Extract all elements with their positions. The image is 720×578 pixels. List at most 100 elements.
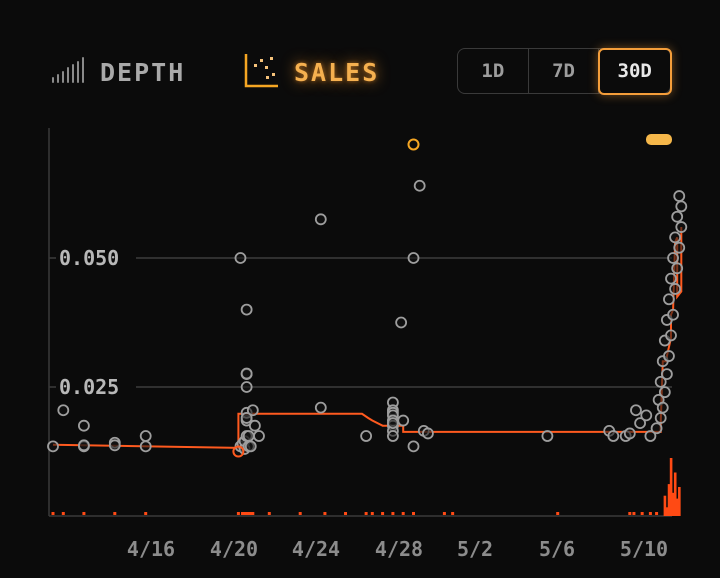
volume-tick	[451, 512, 455, 515]
tab-depth[interactable]: DEPTH	[50, 52, 185, 92]
sale-point[interactable]	[386, 430, 399, 442]
x-tick-label: 4/20	[210, 537, 258, 561]
sale-point[interactable]	[634, 417, 646, 430]
sale-point[interactable]	[139, 440, 152, 453]
volume-tick	[245, 512, 249, 515]
sale-point[interactable]	[244, 440, 257, 453]
sale-point[interactable]	[248, 419, 261, 432]
tab-depth-label: DEPTH	[100, 57, 186, 87]
volume-tick	[640, 512, 644, 515]
sale-point[interactable]	[673, 190, 686, 202]
volume-tick	[267, 512, 271, 515]
volume-tick	[113, 512, 117, 515]
volume-tick	[412, 512, 415, 515]
x-tick-label: 5/2	[457, 537, 493, 561]
sale-point[interactable]	[665, 329, 677, 342]
sale-point[interactable]	[675, 221, 688, 233]
floor-price-layer	[52, 227, 683, 449]
sale-point[interactable]	[108, 439, 121, 452]
sale-point[interactable]	[644, 430, 657, 442]
sale-point[interactable]	[57, 404, 70, 417]
volume-tick	[241, 512, 245, 515]
volume-tick	[144, 512, 148, 515]
sale-point[interactable]	[630, 404, 642, 417]
sale-point[interactable]	[240, 381, 253, 393]
sale-point[interactable]	[669, 283, 682, 295]
volume-tick	[381, 512, 385, 515]
sale-point[interactable]	[671, 210, 684, 223]
sale-point[interactable]	[650, 422, 663, 435]
sale-point[interactable]	[541, 430, 554, 442]
floor-price-line	[52, 227, 683, 449]
tab-sales-label: SALES	[294, 57, 380, 87]
volume-bar	[673, 472, 677, 516]
sale-point[interactable]	[246, 404, 259, 417]
sale-point[interactable]	[669, 231, 682, 244]
sale-point[interactable]	[253, 430, 265, 442]
sale-point[interactable]	[607, 430, 620, 442]
x-tick-label: 5/10	[620, 537, 668, 561]
volume-bar	[678, 487, 681, 516]
sale-point[interactable]	[654, 412, 667, 424]
volume-tick	[628, 512, 632, 515]
x-tick-label: 5/6	[539, 537, 575, 561]
volume-tick	[251, 512, 255, 515]
sale-point[interactable]	[623, 427, 636, 440]
sale-point[interactable]	[47, 440, 59, 453]
sale-point[interactable]	[667, 252, 679, 264]
sale-point[interactable]	[78, 439, 90, 452]
sale-point[interactable]	[640, 409, 653, 422]
sale-point-highlight[interactable]	[232, 445, 245, 458]
sale-point[interactable]	[663, 350, 675, 362]
sale-point[interactable]	[240, 412, 253, 424]
sale-point[interactable]	[413, 179, 426, 192]
volume-tick	[655, 512, 659, 515]
sale-point[interactable]	[671, 262, 684, 275]
sale-point[interactable]	[242, 430, 255, 442]
sale-cluster-top	[646, 134, 672, 145]
time-range-selector: 1D 7D 30D	[457, 47, 672, 95]
sale-point[interactable]	[240, 303, 253, 316]
volume-tick	[243, 512, 247, 515]
sale-point[interactable]	[234, 252, 247, 264]
sale-point[interactable]	[673, 241, 686, 254]
sale-point[interactable]	[397, 414, 410, 427]
sale-point-highlight[interactable]	[407, 138, 420, 151]
sale-point[interactable]	[386, 417, 399, 430]
volume-bar	[675, 498, 679, 516]
gridlines	[49, 257, 672, 388]
volume-tick	[632, 512, 636, 515]
sales-dots-layer	[47, 134, 688, 458]
sale-point[interactable]	[139, 430, 152, 442]
volume-tick	[648, 512, 652, 515]
tab-sales[interactable]: SALES	[244, 52, 379, 92]
sale-point[interactable]	[665, 272, 677, 285]
sale-point[interactable]	[675, 200, 688, 213]
y-tick-label: 0.050	[59, 246, 119, 270]
sale-point[interactable]	[654, 375, 667, 388]
sale-point[interactable]	[314, 401, 327, 414]
sale-point[interactable]	[660, 368, 673, 381]
x-tick-label: 4/24	[292, 537, 340, 561]
sale-point[interactable]	[663, 293, 675, 306]
volume-tick	[82, 512, 86, 515]
range-30d-button[interactable]: 30D	[597, 47, 672, 95]
sale-point[interactable]	[422, 427, 434, 440]
range-1d-button[interactable]: 1D	[458, 49, 529, 93]
sale-point[interactable]	[667, 308, 679, 321]
volume-bar	[663, 495, 667, 516]
sale-point[interactable]	[314, 213, 327, 226]
volume-tick	[370, 512, 374, 515]
sale-point[interactable]	[240, 367, 253, 380]
volume-tick	[51, 512, 55, 515]
volume-tick	[391, 512, 395, 515]
sale-point[interactable]	[407, 252, 420, 264]
sale-point[interactable]	[78, 419, 90, 432]
sale-point[interactable]	[658, 386, 671, 399]
sale-point[interactable]	[407, 440, 420, 453]
sale-point[interactable]	[395, 316, 408, 329]
volume-tick	[61, 512, 65, 515]
sale-point[interactable]	[360, 430, 373, 442]
sale-point[interactable]	[656, 401, 669, 414]
